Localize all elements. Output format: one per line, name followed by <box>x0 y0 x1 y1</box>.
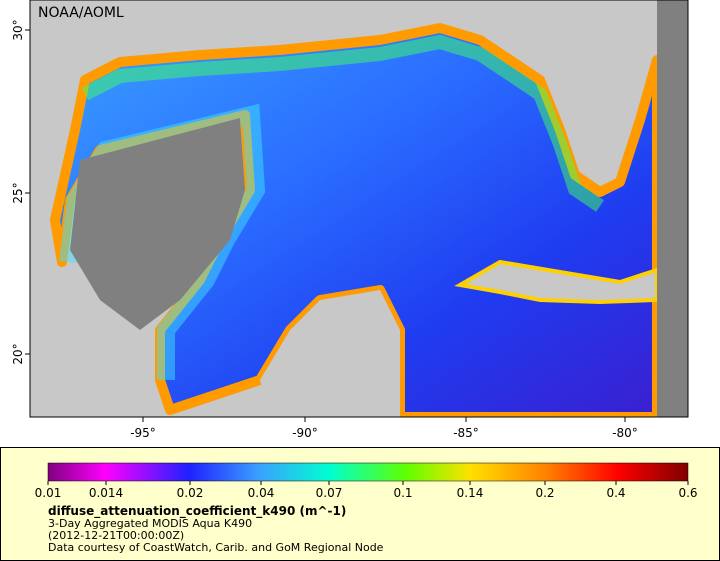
source: Data courtesy of CoastWatch, Carib. and … <box>48 541 384 554</box>
map-border <box>29 0 689 418</box>
lat-tick-label: 25° <box>11 182 25 203</box>
colorbar-label: 0.07 <box>316 486 343 500</box>
time: (2012-12-21T00:00:00Z) <box>48 529 184 542</box>
colorbar <box>47 462 689 482</box>
lon-tick-label: -80° <box>612 426 638 440</box>
colorbar-label: 0.14 <box>457 486 484 500</box>
yucatan <box>260 290 400 417</box>
lon-tick-label: -90° <box>292 426 318 440</box>
lat-tick-label: 20° <box>11 343 25 364</box>
colorbar-label: 0.4 <box>606 486 625 500</box>
colorbar-label: 0.2 <box>535 486 554 500</box>
colorbar-label: 0.02 <box>177 486 204 500</box>
lon-tick-label: -85° <box>453 426 479 440</box>
no-data-strip <box>657 0 688 417</box>
no-data-area <box>70 118 245 330</box>
lat-tick-label: 30° <box>11 19 25 40</box>
colorbar-label: 0.014 <box>89 486 123 500</box>
map <box>30 0 688 417</box>
lon-tick-label: -95° <box>130 426 156 440</box>
description: 3-Day Aggregated MODIS Aqua K490 <box>48 517 252 530</box>
colorbar-label: 0.04 <box>248 486 275 500</box>
colorbar-label: 0.6 <box>678 486 697 500</box>
coastal-band <box>81 34 604 212</box>
colorbar-label: 0.1 <box>393 486 412 500</box>
credit: NOAA/AOML <box>38 5 124 21</box>
variable-name: diffuse_attenuation_coefficient_k490 (m^… <box>48 504 346 519</box>
colorbar-label: 0.01 <box>35 486 62 500</box>
